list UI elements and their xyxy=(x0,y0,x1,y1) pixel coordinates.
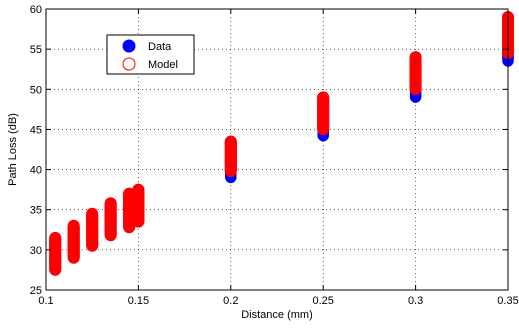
axis-ticks xyxy=(45,8,509,291)
legend-marker-data xyxy=(122,39,136,53)
x-tick-label: 0.35 xyxy=(497,295,518,307)
model-point xyxy=(409,83,422,96)
x-axis-label: Distance (mm) xyxy=(241,309,313,321)
point-column-model xyxy=(86,207,99,252)
y-tick-label: 40 xyxy=(30,165,42,177)
series-model xyxy=(49,11,514,276)
legend: Data Model xyxy=(106,34,195,75)
y-tick-label: 55 xyxy=(30,44,42,56)
x-tick-label: 0.1 xyxy=(38,295,53,307)
y-tick-label: 35 xyxy=(30,205,42,217)
point-column-model xyxy=(49,231,62,276)
x-tick-label: 0.3 xyxy=(408,295,423,307)
point-column-model xyxy=(67,219,80,264)
legend-box xyxy=(106,34,195,75)
x-tick-label: 0.25 xyxy=(312,295,333,307)
y-tick-label: 60 xyxy=(30,4,42,16)
model-point xyxy=(104,229,117,242)
point-column-model xyxy=(317,91,330,136)
plot-frame xyxy=(45,8,509,291)
model-point xyxy=(123,221,136,234)
y-tick-label: 30 xyxy=(30,245,42,257)
model-point xyxy=(224,165,237,178)
y-tick-label: 25 xyxy=(30,285,42,297)
x-tick-label: 0.2 xyxy=(223,295,238,307)
point-column-model xyxy=(409,51,422,96)
tick-labels: 0.1 0.15 0.2 0.25 0.3 0.35 25 30 35 40 45 50 55 60 xyxy=(30,4,519,307)
y-tick-label: 50 xyxy=(30,84,42,96)
point-column-model xyxy=(132,183,145,228)
y-axis-label: Path Loss (dB) xyxy=(7,113,19,186)
model-point xyxy=(132,215,145,228)
point-column-model xyxy=(224,135,237,178)
point-column-model xyxy=(104,197,117,242)
legend-items: Data Model xyxy=(122,39,178,71)
model-point xyxy=(86,239,99,252)
model-point xyxy=(49,263,62,276)
x-tick-label: 0.15 xyxy=(128,295,149,307)
legend-label-model: Model xyxy=(148,59,178,71)
model-point xyxy=(67,251,80,264)
data-points xyxy=(49,11,514,276)
legend-marker-model xyxy=(122,57,136,71)
legend-label-data: Data xyxy=(148,41,172,53)
model-point xyxy=(317,123,330,136)
y-tick-label: 45 xyxy=(30,124,42,136)
